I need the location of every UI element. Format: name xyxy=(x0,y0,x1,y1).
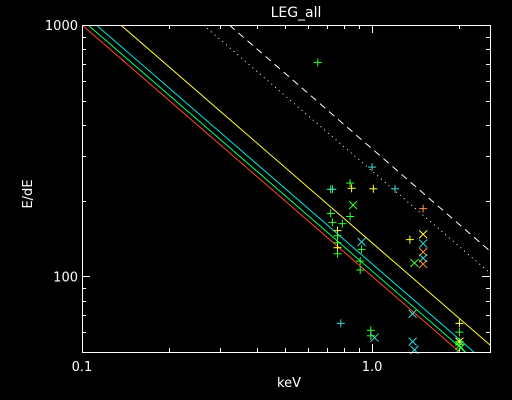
plus-marker xyxy=(405,235,414,244)
plus-marker xyxy=(419,204,428,213)
plus-marker xyxy=(313,58,322,67)
plus-marker xyxy=(328,185,337,194)
reference-line-solid xyxy=(82,25,462,353)
x-axis-label: keV xyxy=(277,376,301,391)
cross-marker xyxy=(408,337,418,346)
plus-marker xyxy=(369,184,378,193)
chart-title: LEG_all xyxy=(271,5,322,21)
plus-marker xyxy=(333,249,342,258)
cross-marker xyxy=(370,333,379,343)
x-tick-label: 1.0 xyxy=(362,360,383,375)
plus-marker xyxy=(347,184,356,193)
reference-line-solid xyxy=(95,25,476,353)
plus-marker xyxy=(357,245,366,254)
plus-marker xyxy=(356,257,365,266)
cross-marker xyxy=(455,341,464,350)
reference-lines xyxy=(82,25,491,353)
reference-line-dotted xyxy=(203,25,491,274)
cross-marker xyxy=(418,239,428,248)
plus-marker xyxy=(336,319,345,328)
plus-marker xyxy=(346,179,355,188)
plus-marker xyxy=(346,212,355,221)
plus-marker xyxy=(391,184,400,193)
reference-line-dashed xyxy=(228,25,491,252)
cross-marker xyxy=(418,229,428,239)
plus-marker xyxy=(326,209,335,218)
plus-marker xyxy=(455,319,464,328)
cross-marker xyxy=(418,259,428,269)
cross-marker xyxy=(408,309,418,319)
cross-marker xyxy=(418,247,428,257)
plot-frame xyxy=(82,25,491,353)
reference-line-solid xyxy=(87,25,468,353)
reference-line-solid xyxy=(120,25,491,346)
cross-marker xyxy=(357,237,366,247)
plus-marker xyxy=(328,218,337,227)
plus-marker xyxy=(366,331,375,340)
y-axis-label: E/dE xyxy=(21,179,36,208)
cross-marker xyxy=(410,258,419,268)
plus-marker xyxy=(356,265,365,274)
plus-marker xyxy=(333,231,342,240)
cross-marker xyxy=(348,200,358,210)
cross-marker xyxy=(456,343,466,353)
y-tick-label: 1000 xyxy=(45,19,78,34)
plus-marker xyxy=(338,219,347,228)
x-tick-label: 0.1 xyxy=(72,360,93,375)
y-tick-label: 100 xyxy=(53,270,78,285)
plus-marker xyxy=(368,163,377,172)
plus-marker xyxy=(455,328,464,337)
